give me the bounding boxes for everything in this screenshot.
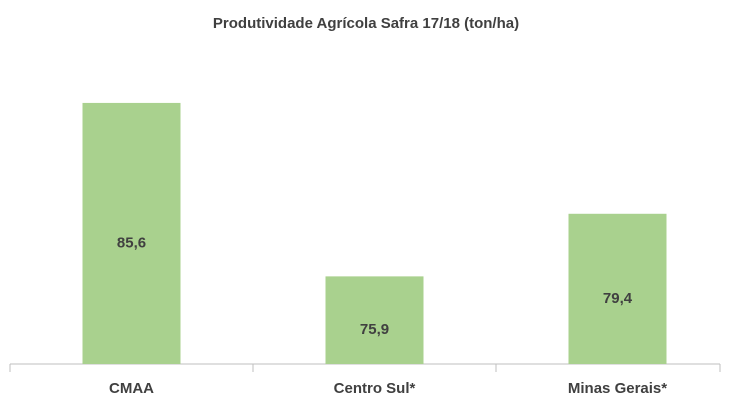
x-tick-label: Minas Gerais*	[568, 380, 667, 397]
bar	[82, 102, 181, 364]
chart-title: Produtividade Agrícola Safra 17/18 (ton/…	[213, 15, 519, 32]
data-label: 75,9	[360, 321, 389, 338]
bar	[568, 213, 667, 364]
x-tick-label: CMAA	[109, 380, 154, 397]
data-label: 79,4	[603, 290, 633, 307]
data-label: 85,6	[117, 234, 146, 251]
bar	[325, 276, 424, 364]
x-tick-label: Centro Sul*	[334, 380, 416, 397]
